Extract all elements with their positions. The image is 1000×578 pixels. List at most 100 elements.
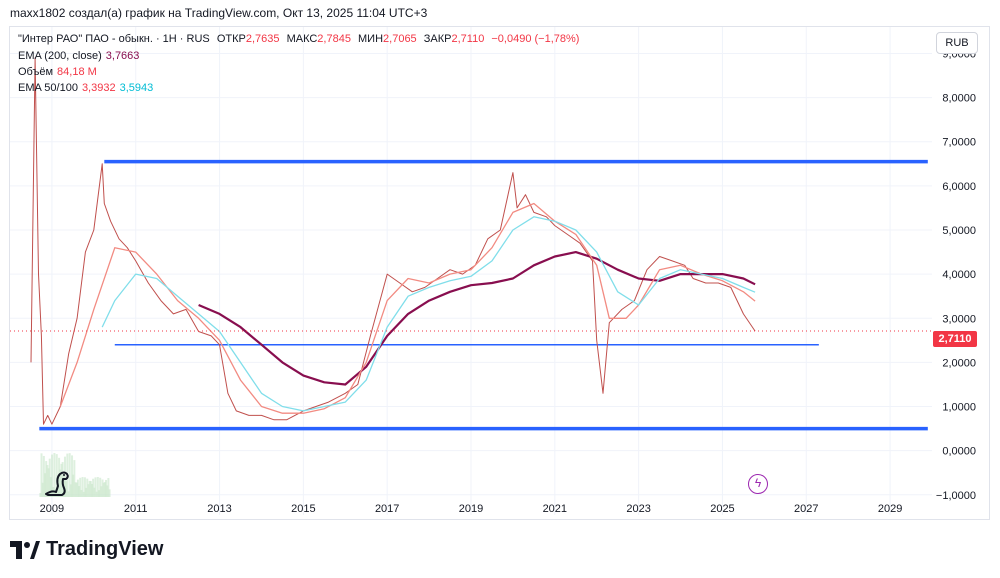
x-tick-label: 2009 [40,503,64,515]
ema100-line [101,216,756,412]
volume-bar [108,489,111,497]
tradingview-logo-icon [10,540,40,559]
volume-bar [72,474,75,497]
x-tick-label: 2011 [124,503,148,515]
volume-bar [65,481,68,497]
volume-bar [80,489,83,497]
x-tick-label: 2019 [459,503,483,515]
volume-bar [83,477,86,497]
volume-bar [107,478,110,497]
volume-bar [79,477,82,497]
volume-bar [101,479,104,497]
volume-bar [96,477,99,497]
volume-bar [42,455,45,497]
volume-bar [55,454,58,497]
y-axis[interactable]: 9,00008,00007,00006,00005,00004,00003,00… [936,48,976,501]
ema100-value: 3,5943 [119,82,154,94]
close-label: ЗАКР [423,33,452,45]
high-label: МАКС [286,33,318,45]
low-label: МИН [358,33,384,45]
ema50-value: 3,3932 [81,82,116,94]
legend-ema200[interactable]: EMA (200, close) 3,7663 [18,50,139,62]
volume-bar [86,478,89,497]
y-tick-label: 0,0000 [942,446,976,458]
volume-bar [100,486,103,497]
volume-label: Объём [18,66,54,78]
chart-frame[interactable] [9,26,990,520]
volume-bar [59,469,62,497]
volume-bar [99,477,102,497]
x-tick-label: 2015 [291,503,315,515]
y-tick-label: −1,0000 [936,490,976,502]
volume-bar [41,482,44,497]
low-value: 2,7065 [383,33,417,45]
volume-bar [67,491,70,497]
chart-attribution: maxx1802 создал(а) график на TradingView… [10,6,428,20]
volume-bar [75,482,78,497]
volume-bar [94,477,97,497]
volume-bar [85,487,88,497]
volume-bar [53,453,56,497]
ema50100-label: EMA 50/100 [18,82,78,94]
volume-bar [82,491,85,497]
price-line [30,57,756,425]
dino-icon[interactable] [42,468,74,498]
ema200-label: EMA (200, close) [18,50,102,62]
volume-bar [44,473,47,497]
x-axis[interactable]: 2009 2011 2013 2015 2017 2019 2021 2023 2025 2027… [40,503,903,515]
volume-bar [90,483,93,497]
volume-bar [48,458,51,497]
y-tick-label: 3,0000 [942,313,976,325]
y-tick-label: 6,0000 [942,181,976,193]
volume-bar [39,493,42,497]
volume-bar [49,477,52,497]
volume-bar [76,479,79,497]
volume-bar [78,486,81,497]
y-tick-label: 7,0000 [942,137,976,149]
currency-button[interactable]: RUB [936,32,978,54]
volume-bar [81,477,84,497]
y-tick-label: 2,0000 [942,357,976,369]
close-value: 2,7110 [451,33,485,45]
brand-name: TradingView [46,538,164,560]
volume-bar [95,491,98,497]
legend-main: "Интер РАО" ПАО - обыкн. · 1Н · RUS ОТКР… [18,33,579,45]
tradingview-brand[interactable]: TradingView [10,538,163,561]
x-tick-label: 2021 [543,503,567,515]
volume-bar [98,490,101,497]
volume-bar [102,482,105,497]
open-value: 2,7635 [245,33,280,45]
grid [10,27,932,515]
legend-volume[interactable]: Объём 84,18 M [18,66,97,78]
volume-bar [106,485,109,497]
lightning-icon[interactable]: ϟ [748,474,768,494]
volume-bar [45,461,48,497]
volume-bar [93,487,96,497]
volume-bar [46,465,49,497]
y-tick-label: 8,0000 [942,93,976,105]
ema200-value: 3,7663 [105,50,140,62]
y-tick-label: 4,0000 [942,269,976,281]
symbol-name[interactable]: "Интер РАО" ПАО - обыкн. · 1Н · RUS [18,33,210,45]
y-tick-label: 1,0000 [942,402,976,414]
horizontal-levels[interactable] [39,159,928,431]
volume-bar [87,484,90,497]
change-value: −0,0490 (−1,78%) [491,33,580,45]
volume-bar [47,468,50,497]
volume-bar [73,460,76,497]
last-price-label: 2,7110 [933,331,977,347]
volume-bar [103,482,106,497]
volume-bar [74,482,77,497]
open-label: ОТКР [216,33,246,45]
x-tick-label: 2027 [794,503,818,515]
volume-bar [63,456,66,497]
ema50-line [59,202,756,414]
y-tick-label: 5,0000 [942,225,976,237]
x-tick-label: 2029 [878,503,902,515]
volume-bar [105,479,108,497]
legend-ema50100[interactable]: EMA 50/100 3,3932 3,5943 [18,82,153,94]
volume-bar [60,463,63,497]
ema200-line [198,251,756,386]
x-tick-label: 2025 [710,503,734,515]
